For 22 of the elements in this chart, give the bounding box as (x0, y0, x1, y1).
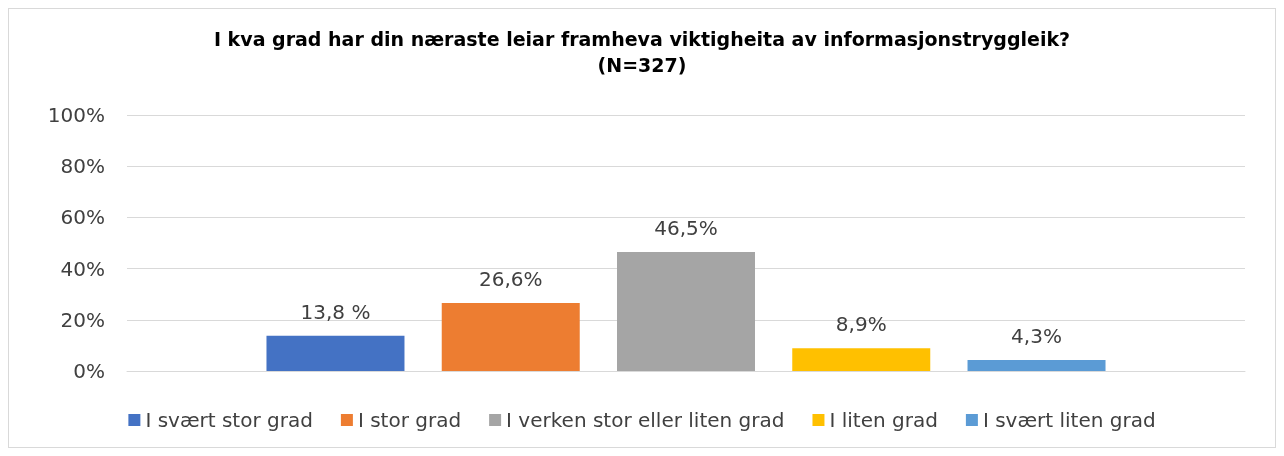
bar (441, 302, 580, 371)
data-label: 26,6% (478, 266, 543, 291)
y-tick-label: 0% (73, 359, 105, 383)
bar (792, 348, 931, 371)
data-label: 46,5% (654, 215, 718, 240)
bar (266, 335, 405, 371)
y-tick-label: 40% (60, 256, 105, 281)
y-tick-label: 80% (60, 154, 105, 179)
y-tick-label: 60% (60, 205, 105, 230)
legend-label: I svært stor grad (145, 408, 313, 432)
y-tick-label: 20% (60, 307, 105, 332)
legend-label: I stor grad (357, 408, 462, 432)
legend-label: I liten grad (829, 408, 938, 432)
legend-label: I verken stor eller liten grad (506, 408, 785, 432)
data-label: 13,8 % (300, 299, 371, 324)
bar (617, 251, 755, 371)
data-label: 8,9% (835, 312, 887, 337)
bar (967, 359, 1106, 371)
legend-label: I svært liten grad (982, 408, 1156, 432)
chart-title: I kva grad har din næraste leiar framheva viktigheita av informasjonstryggleik? (N=327) (213, 28, 1071, 76)
y-tick-label: 100% (47, 103, 105, 127)
data-label: 4,3% (1011, 323, 1062, 348)
